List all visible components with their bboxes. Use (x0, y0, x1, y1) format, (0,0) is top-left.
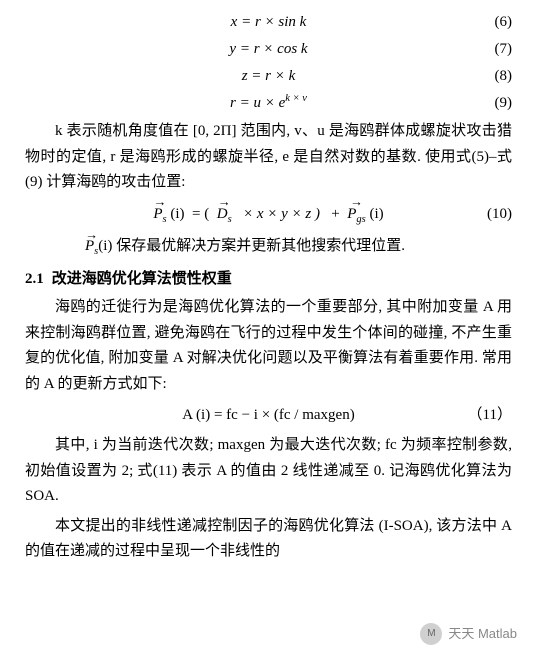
paragraph-1: k 表示随机角度值在 [0, 2Π] 范围内, v、u 是海鸥群体成螺旋状攻击猎… (25, 119, 512, 196)
paragraph-5: 本文提出的非线性递减控制因子的海鸥优化算法 (I-SOA), 该方法中 A 的值… (25, 514, 512, 565)
equation-8-body: z = r × k (25, 64, 512, 88)
equation-6-number: (6) (495, 10, 513, 34)
section-2-1-heading: 2.1 改进海鸥优化算法惯性权重 (25, 267, 512, 291)
equation-11-number: （11） (468, 403, 512, 427)
paragraph-4: 其中, i 为当前迭代次数; maxgen 为最大迭代次数; fc 为频率控制参… (25, 433, 512, 510)
equation-7-body: y = r × cos k (25, 37, 512, 61)
section-title: 改进海鸥优化算法惯性权重 (52, 271, 232, 287)
paragraph-2: Ps(i) 保存最优解决方案并更新其他搜索代理位置. (25, 234, 512, 261)
eq10-mid: × x × y × z ) (243, 206, 320, 222)
watermark: M 天天 Matlab (420, 623, 517, 645)
equation-11: A (i) = fc − i × (fc / maxgen) （11） (25, 403, 512, 427)
equation-11-body: A (i) = fc − i × (fc / maxgen) (182, 407, 354, 423)
eq10-arg1: (i) (170, 206, 184, 222)
equation-6: x = r × sin k (6) (25, 10, 512, 34)
equation-8: z = r × k (8) (25, 64, 512, 88)
equation-7: y = r × cos k (7) (25, 37, 512, 61)
equation-6-body: x = r × sin k (25, 10, 512, 34)
equation-8-number: (8) (495, 64, 513, 88)
paragraph-3: 海鸥的迁徙行为是海鸥优化算法的一个重要部分, 其中附加变量 A 用来控制海鸥群位… (25, 295, 512, 397)
equation-9-pre: r = u × e (230, 95, 285, 111)
equation-9-exp: k × v (285, 93, 307, 104)
equation-9: r = u × ek × v (9) (25, 91, 512, 115)
paragraph-2-text: 保存最优解决方案并更新其他搜索代理位置. (116, 238, 405, 254)
watermark-text: 天天 Matlab (448, 624, 517, 645)
vec-Pgs: Pgs (347, 202, 366, 229)
eq10-arg2: (i) (369, 206, 383, 222)
equation-10-number: (10) (487, 202, 512, 226)
vec-Ps: Ps (153, 202, 166, 229)
vec-Ps-inline: Ps (55, 234, 98, 261)
section-number: 2.1 (25, 271, 44, 287)
equation-9-body: r = u × ek × v (25, 91, 512, 115)
equation-7-number: (7) (495, 37, 513, 61)
eq10-open: = ( (188, 206, 213, 222)
watermark-icon: M (420, 623, 442, 645)
vec-Ds: Ds (217, 202, 232, 229)
equation-9-number: (9) (495, 91, 513, 115)
